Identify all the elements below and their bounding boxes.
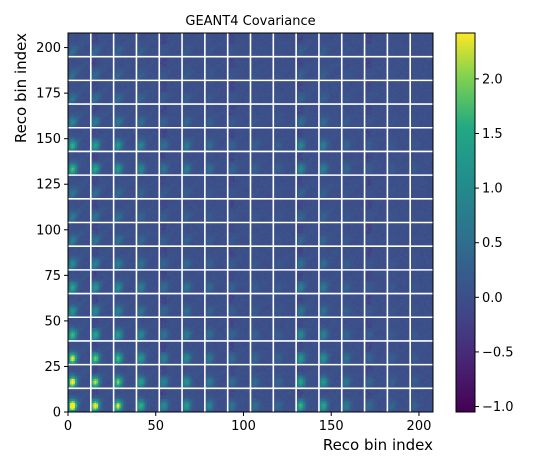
colorbar-tick-label: 1.0: [482, 182, 503, 197]
x-tick-label: 100: [231, 419, 256, 434]
x-axis-label: Reco bin index: [323, 436, 433, 454]
x-tick-label: 150: [319, 419, 344, 434]
x-tick-label: 50: [147, 419, 164, 434]
chart-title: GEANT4 Covariance: [185, 14, 315, 29]
colorbar-tick-label: 1.5: [482, 127, 503, 142]
plot-frame: [67, 32, 434, 413]
y-tick-label: 75: [44, 269, 61, 284]
colorbar-tick-label: 2.0: [482, 72, 503, 87]
y-tick-label: 175: [36, 87, 61, 102]
y-tick-label: 100: [36, 223, 61, 238]
colorbar-tick-label: −1.0: [482, 400, 514, 415]
y-tick-label: 0: [53, 406, 61, 421]
colorbar-tick-label: 0.5: [482, 236, 503, 251]
y-axis-label: Reco bin index: [12, 33, 30, 143]
colorbar-gradient: [455, 32, 476, 413]
y-tick-label: 150: [36, 132, 61, 147]
y-tick-label: 25: [44, 360, 61, 375]
y-tick-label: 125: [36, 178, 61, 193]
x-tick-label: 0: [64, 419, 72, 434]
y-axis: 0 25 50 75 100 125 150 175 200: [36, 41, 68, 421]
x-tick-label: 200: [407, 419, 432, 434]
y-tick-label: 200: [36, 41, 61, 56]
x-axis: 0 50 100 150 200: [64, 412, 432, 434]
block-grid-lines: [68, 33, 433, 412]
colorbar: −1.0 −0.5 0.0 0.5 1.0 1.5 2.0: [455, 32, 514, 415]
colorbar-tick-label: 0.0: [482, 291, 503, 306]
colorbar-tick-label: −0.5: [482, 345, 514, 360]
colorbar-ticks: −1.0 −0.5 0.0 0.5 1.0 1.5 2.0: [475, 72, 514, 415]
y-tick-label: 50: [44, 314, 61, 329]
